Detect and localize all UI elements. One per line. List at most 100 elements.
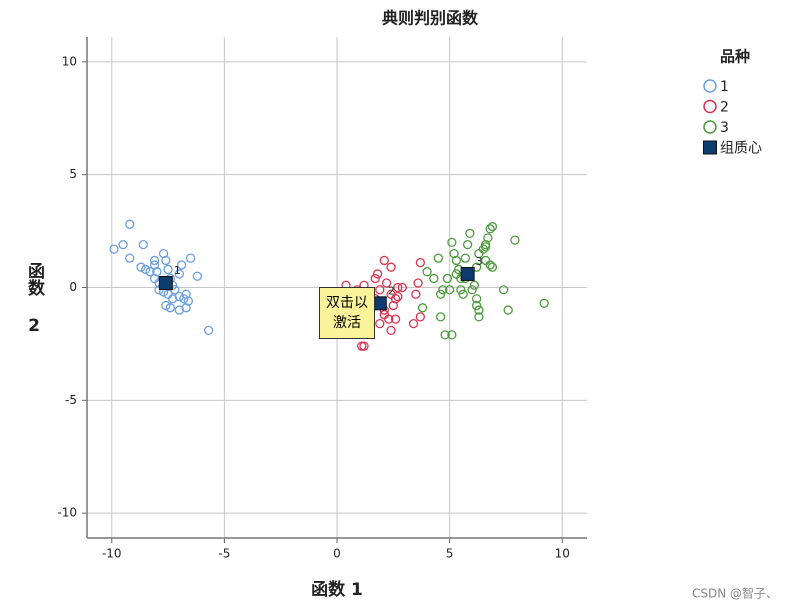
point: [415, 312, 425, 322]
point: [435, 289, 446, 299]
point: [415, 258, 425, 268]
point: [165, 303, 175, 313]
legend-marker: [703, 99, 717, 114]
point: [138, 239, 148, 250]
y-tick-label: 10: [62, 54, 77, 68]
x-tick-label: -10: [102, 547, 122, 561]
point: [429, 273, 439, 284]
point: [109, 244, 119, 254]
point: [422, 267, 432, 277]
point: [375, 318, 385, 329]
x-tick-label: 5: [446, 547, 454, 561]
point: [474, 312, 484, 322]
point: [458, 289, 468, 299]
point: [397, 282, 407, 293]
point: [435, 312, 446, 322]
point: [408, 318, 419, 329]
point: [487, 262, 498, 272]
point: [465, 228, 475, 238]
point: [447, 330, 457, 340]
point: [483, 233, 493, 243]
point: [442, 273, 453, 284]
point: [174, 305, 184, 315]
tooltip-line: 双击以: [326, 295, 368, 311]
point: [503, 305, 513, 315]
watermark: CSDN @智子、: [692, 586, 778, 601]
point: [370, 273, 380, 284]
point: [176, 260, 187, 270]
point: [185, 253, 196, 263]
point: [447, 237, 457, 248]
centroid: [158, 275, 173, 290]
tooltip: 双击以 激活: [319, 287, 375, 339]
legend-title: 品种: [720, 48, 750, 66]
legend-marker: [703, 140, 717, 155]
x-axis-label: 函数 1: [311, 579, 363, 600]
y-tick-label: 5: [69, 167, 77, 181]
point: [474, 305, 484, 315]
point: [174, 269, 184, 279]
point: [161, 255, 171, 266]
point: [372, 269, 383, 279]
point: [140, 264, 151, 275]
y-tick-label: 0: [69, 280, 77, 294]
centroid: [372, 296, 387, 311]
point: [487, 221, 498, 232]
point: [438, 285, 448, 295]
point: [125, 253, 135, 263]
point: [379, 255, 389, 266]
point: [471, 294, 482, 304]
point: [539, 298, 549, 308]
point: [125, 219, 135, 229]
point: [467, 285, 477, 295]
point: [411, 289, 421, 299]
point: [413, 278, 423, 288]
point: [386, 325, 396, 336]
point: [444, 285, 455, 295]
point: [149, 255, 160, 266]
point: [456, 285, 466, 295]
point: [462, 239, 473, 250]
legend-marker: [703, 120, 717, 134]
point: [393, 282, 403, 293]
point: [480, 255, 491, 266]
chart-title: 典则判别函数: [382, 9, 479, 28]
point: [163, 264, 173, 275]
tooltip-line: 激活: [333, 315, 361, 331]
point: [478, 244, 489, 254]
point: [471, 300, 482, 311]
point: [145, 267, 155, 277]
point: [510, 235, 520, 245]
point: [499, 285, 509, 295]
point: [381, 278, 392, 288]
point: [136, 262, 146, 272]
centroid-label: 3: [476, 255, 483, 268]
legend-label: 3: [720, 120, 729, 136]
point: [469, 280, 480, 290]
centroid: [460, 266, 475, 281]
x-tick-label: -5: [218, 547, 230, 561]
point: [485, 260, 495, 270]
point: [451, 269, 462, 279]
point: [451, 255, 462, 266]
point: [375, 285, 385, 295]
point: [161, 300, 171, 311]
point: [440, 330, 450, 340]
point: [118, 239, 128, 250]
legend-label: 2: [720, 100, 729, 116]
y-tick-label: -10: [57, 506, 77, 520]
y-tick-label: -5: [65, 393, 77, 407]
point: [203, 325, 214, 336]
centroid-label: 1: [174, 264, 181, 277]
point: [379, 309, 389, 320]
point: [460, 253, 471, 263]
point: [388, 300, 398, 311]
point: [393, 291, 403, 302]
legend-marker: [703, 79, 717, 93]
point: [417, 303, 428, 313]
x-tick-label: 0: [333, 547, 341, 561]
legend-label: 组质心: [720, 141, 762, 157]
point: [390, 314, 401, 324]
